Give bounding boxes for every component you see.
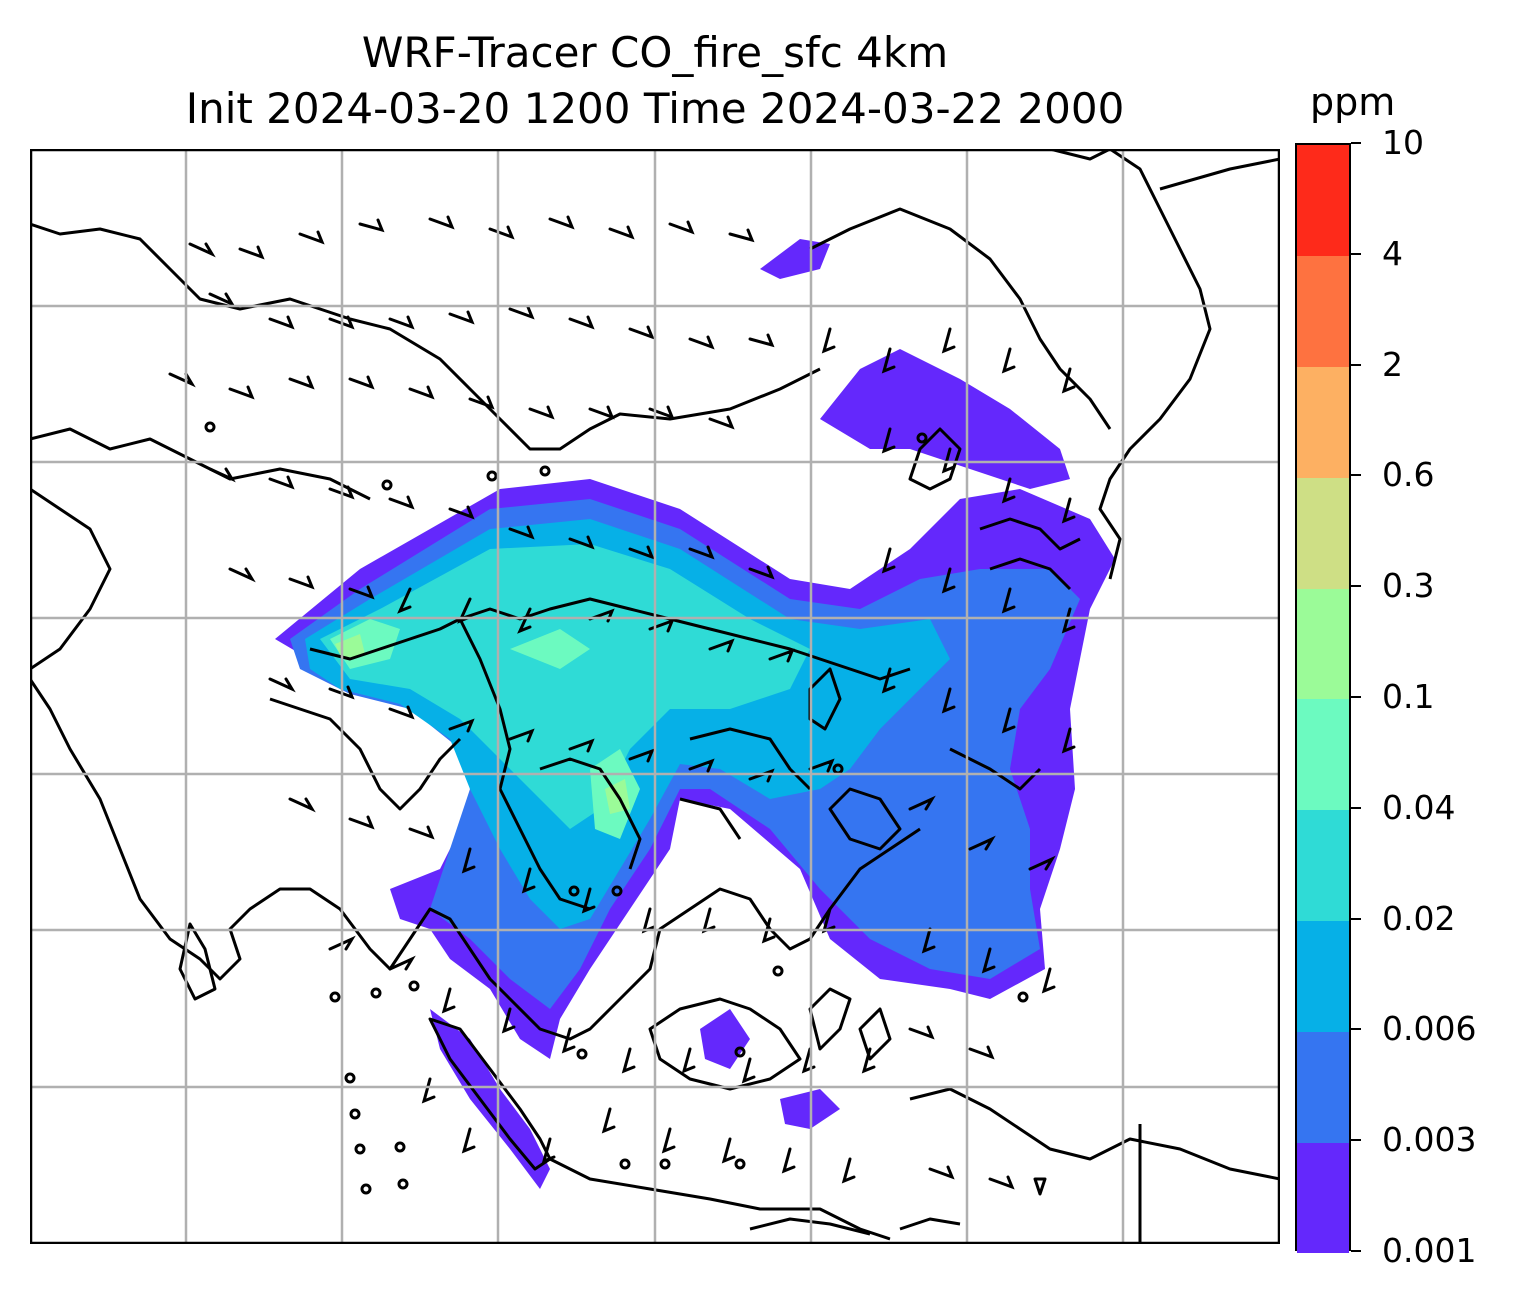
map-panel (30, 149, 1280, 1244)
colorbar-tick (1351, 696, 1361, 698)
colorbar-tick (1351, 1028, 1361, 1031)
colorbar-tick-label: 0.04 (1382, 787, 1456, 827)
colorbar-tick-label: 0.001 (1382, 1231, 1477, 1270)
colorbar-segment (1297, 477, 1349, 589)
colorbar-tick-label: 0.02 (1382, 898, 1456, 938)
colorbar-segment (1297, 699, 1349, 811)
wind-barbs (168, 215, 1076, 1190)
map-title-line2: Init 2024-03-20 1200 Time 2024-03-22 200… (185, 84, 1125, 133)
plume-level-3 (320, 544, 810, 829)
colorbar-tick-label: 2 (1382, 344, 1403, 384)
colorbar-segment (1297, 920, 1349, 1032)
colorbar-tick-label: 0.6 (1382, 455, 1435, 495)
colorbar-tick-label: 0.3 (1382, 566, 1435, 606)
colorbar-tick (1351, 142, 1361, 144)
colorbar-tick-label: 0.1 (1382, 677, 1435, 716)
gridlines (30, 149, 1280, 1244)
colorbar-tick-label: 0.006 (1382, 1009, 1477, 1049)
colorbar-tick (1351, 1250, 1361, 1252)
colorbar-tick-label: 4 (1382, 233, 1403, 273)
colorbar-segment (1297, 809, 1349, 922)
colorbar-segment (1297, 366, 1349, 478)
map-title-line1: WRF-Tracer CO_fire_sfc 4km (361, 28, 949, 77)
colorbar-tick-label: 10 (1382, 123, 1424, 162)
colorbar-segment (1297, 588, 1349, 700)
colorbar-segment (1297, 1142, 1349, 1254)
colorbar-unit-label: ppm (1310, 80, 1396, 124)
colorbar-tick (1351, 474, 1361, 477)
colorbar-tick-label: 0.003 (1382, 1120, 1477, 1160)
plume-level-5 (335, 634, 630, 814)
colorbar-tick (1351, 252, 1361, 255)
plume-level-0-north (820, 349, 1070, 489)
colorbar-tick (1351, 363, 1361, 366)
colorbar-tick (1351, 806, 1361, 809)
colorbar-tick (1351, 1139, 1361, 1142)
co-plume (275, 239, 1115, 1189)
map-frame (30, 149, 1280, 1244)
colorbar-segment (1297, 145, 1349, 257)
colorbar-segment (1297, 255, 1349, 368)
plume-level-0-islands (700, 1009, 840, 1129)
colorbar-segment (1297, 1031, 1349, 1143)
colorbar (1295, 143, 1351, 1254)
colorbar-tick (1351, 917, 1361, 920)
colorbar-tick (1351, 585, 1361, 588)
plume-level-0-south (430, 1009, 550, 1189)
